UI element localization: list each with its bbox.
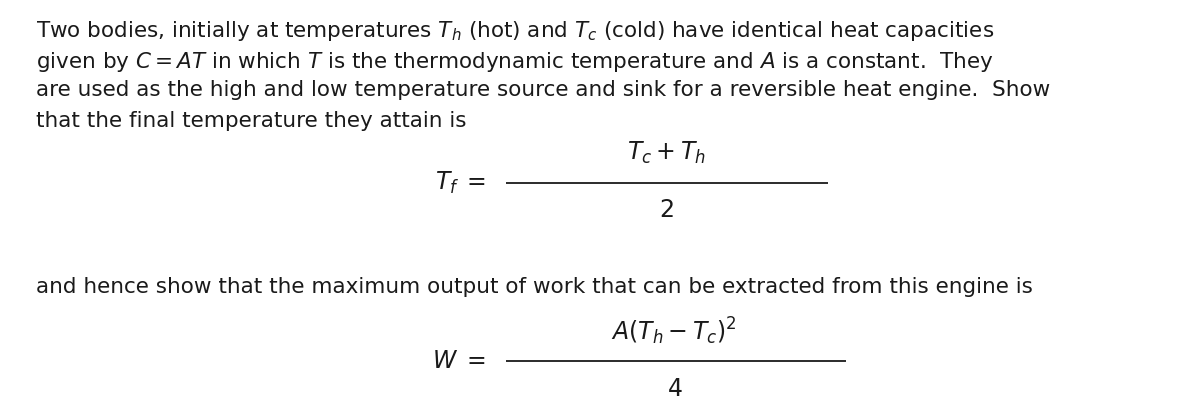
Text: $2$: $2$ <box>659 198 673 222</box>
Text: and hence show that the maximum output of work that can be extracted from this e: and hence show that the maximum output o… <box>36 277 1033 297</box>
Text: $A(T_h - T_c)^2$: $A(T_h - T_c)^2$ <box>612 315 737 346</box>
Text: are used as the high and low temperature source and sink for a reversible heat e: are used as the high and low temperature… <box>36 80 1050 100</box>
Text: $T_c + T_h$: $T_c + T_h$ <box>626 139 706 165</box>
Text: $T_f\;=$: $T_f\;=$ <box>434 170 486 196</box>
Text: $4$: $4$ <box>666 376 683 401</box>
Text: Two bodies, initially at temperatures $\mathit{T_h}$ (hot) and $\mathit{T_c}$ (c: Two bodies, initially at temperatures $\… <box>36 19 994 43</box>
Text: given by $\mathit{C} = \mathit{AT}$ in which $\mathit{T}$ is the thermodynamic t: given by $\mathit{C} = \mathit{AT}$ in w… <box>36 50 994 74</box>
Text: $W\;=$: $W\;=$ <box>432 349 486 373</box>
Text: that the final temperature they attain is: that the final temperature they attain i… <box>36 111 467 131</box>
